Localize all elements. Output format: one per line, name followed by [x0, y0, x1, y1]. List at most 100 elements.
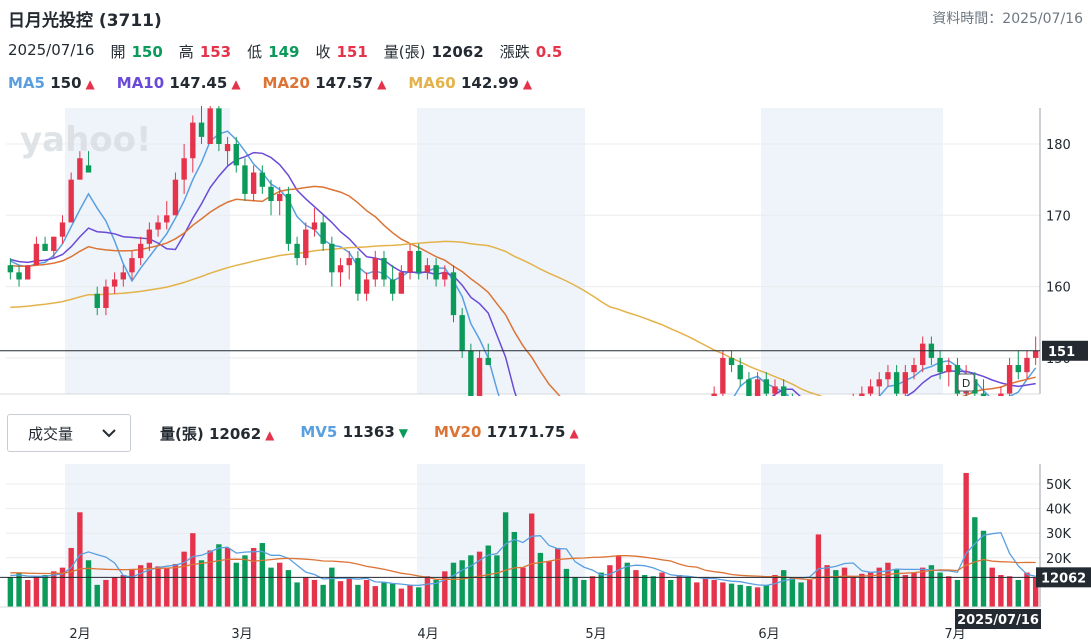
- candle-body: [103, 286, 109, 308]
- volume-bar: [937, 572, 943, 607]
- candle-body: [207, 108, 213, 144]
- volume-bar: [103, 579, 109, 607]
- candle-body: [442, 272, 448, 280]
- month-label: 3月: [231, 627, 252, 642]
- up-arrow-icon: ▲: [85, 77, 95, 91]
- ma20-legend: MA20 147.57 ▲: [263, 74, 387, 92]
- volume-bar: [355, 584, 361, 607]
- ma10-value: 147.45: [169, 74, 228, 92]
- volume-label: 量(張): [383, 43, 426, 61]
- volume-bar: [511, 531, 518, 607]
- volume-bar: [233, 562, 239, 607]
- candle-body: [920, 343, 926, 366]
- volume-bar: [980, 530, 987, 607]
- data-time-label: 資料時間：2025/07/16: [932, 11, 1083, 27]
- event-marker-box: [957, 373, 975, 392]
- volume-bar: [155, 566, 161, 607]
- high-value: 153: [199, 43, 232, 61]
- volume-bar: [954, 579, 961, 607]
- volume-bar: [911, 572, 917, 607]
- volume-bar: [363, 579, 370, 607]
- vol-legend-item: 量(張) 12062 ▲: [160, 423, 274, 444]
- volume-bar: [867, 572, 874, 607]
- candle-body: [433, 265, 439, 280]
- candle-body: [7, 265, 14, 273]
- close-value: 151: [336, 43, 368, 61]
- volume-bar: [111, 577, 118, 607]
- volume-bar: [798, 582, 804, 607]
- volume-bar: [650, 576, 657, 607]
- candle-body: [198, 122, 205, 137]
- volume-bar: [546, 561, 552, 607]
- close-field: 收 151: [315, 41, 367, 62]
- volume-bar: [303, 577, 309, 607]
- candle-body: [728, 357, 735, 366]
- candle-body: [1032, 350, 1039, 358]
- month-label: 2月: [69, 627, 90, 642]
- candle-body: [277, 193, 283, 202]
- indicator-select[interactable]: 成交量: [7, 414, 131, 452]
- last-price-label: 151: [1048, 345, 1075, 360]
- volume-bar: [329, 567, 335, 607]
- vol-legend-label: 量(張): [160, 425, 204, 443]
- month-label: 5月: [585, 627, 606, 642]
- candle-body: [250, 172, 257, 194]
- volume-bar: [668, 579, 674, 607]
- volume-bar: [120, 575, 126, 607]
- candle-body: [42, 243, 48, 251]
- volume-bar: [7, 577, 14, 607]
- month-label: 4月: [417, 627, 438, 642]
- volume-bar: [216, 544, 222, 607]
- volume-bar: [720, 582, 726, 607]
- mv5-value: 11363: [342, 423, 395, 441]
- volume-bar: [702, 577, 709, 607]
- candle-body: [190, 122, 196, 159]
- candle-body: [720, 357, 726, 394]
- volume-bar: [659, 572, 665, 607]
- volume-bar: [572, 577, 578, 607]
- candle-body: [146, 229, 153, 244]
- ma5-line: [9, 130, 1037, 396]
- candle-body: [416, 250, 422, 273]
- ma10-label: MA10: [116, 74, 165, 92]
- candle-body: [876, 379, 882, 387]
- mv20-legend-item: MV20 17171.75 ▲: [434, 423, 579, 444]
- ma5-legend: MA5 150 ▲: [8, 74, 95, 92]
- volume-bar: [746, 586, 752, 607]
- volume-bar: [94, 584, 100, 607]
- volume-bar: [381, 582, 387, 607]
- month-shade-band: [761, 108, 943, 394]
- indicator-select-label: 成交量: [28, 424, 74, 443]
- volume-bar: [850, 577, 856, 607]
- last-date-label: 2025/07/16: [957, 613, 1039, 628]
- down-arrow-icon: ▼: [398, 426, 409, 440]
- candle-body: [51, 236, 57, 251]
- volume-bar: [146, 562, 153, 607]
- candle-body: [33, 243, 40, 266]
- candle-body: [320, 222, 326, 244]
- volume-tick-label: 50K: [1046, 478, 1072, 493]
- open-field: 開 150: [110, 41, 162, 62]
- low-label: 低: [247, 43, 263, 61]
- month-label: 6月: [758, 627, 779, 642]
- volume-bar: [59, 567, 66, 607]
- volume-bar: [1024, 572, 1030, 607]
- volume-bar: [641, 575, 648, 607]
- volume-bar: [624, 562, 630, 607]
- mv5-line: [10, 531, 1036, 587]
- volume-bar: [815, 534, 822, 607]
- last-price-tag: [1042, 340, 1088, 361]
- volume-bar: [833, 570, 839, 607]
- candle-body: [381, 258, 387, 280]
- price-chart[interactable]: 120130140150160170180yahoo!186115151D: [0, 106, 1091, 396]
- volume-bar: [389, 583, 396, 607]
- high-field: 高 153: [179, 41, 231, 62]
- volume-bar: [277, 562, 283, 607]
- volume-bar: [129, 568, 135, 607]
- mv20-line: [10, 555, 1036, 581]
- candle-body: [111, 279, 118, 287]
- volume-bar: [920, 567, 926, 607]
- volume-bar: [190, 533, 196, 607]
- ma60-label: MA60: [408, 74, 456, 92]
